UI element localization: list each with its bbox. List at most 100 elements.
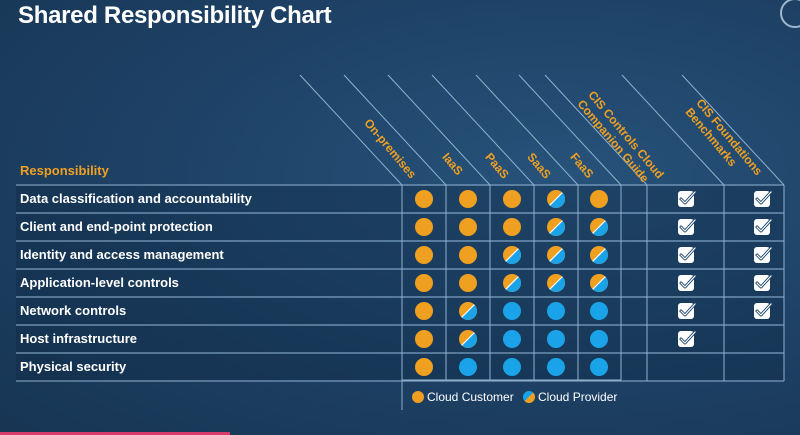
shared-dot-divider [505,248,519,262]
checkbox-icon [754,303,770,319]
checkbox-icon [678,275,694,291]
row-label: Identity and access management [20,247,224,262]
shared-dot-provider-half [505,248,521,264]
row-label: Application-level controls [20,275,179,290]
checkbox-icon [754,275,770,291]
checkmark-highlight [680,303,696,316]
shared-dot-divider [549,220,563,234]
table-row-bg [16,186,784,212]
checkbox-icon [754,191,770,207]
provider-dot [547,302,565,320]
provider-dot [590,330,608,348]
checkmark-highlight [756,247,772,260]
provider-dot [590,358,608,376]
checkmark-highlight [680,247,696,260]
customer-dot-icon [412,391,424,403]
table-row-bg [16,242,784,268]
header-divider-line [518,74,622,186]
provider-dot [503,330,521,348]
shared-dot-divider [461,332,475,346]
legend-customer-label: Cloud Customer [427,390,514,404]
checkbox-icon [754,247,770,263]
table-row-bg [16,298,784,324]
checkmark-highlight [680,275,696,288]
responsibility-header: Responsibility [20,163,109,178]
shared-dot-provider-half [461,304,477,320]
shared-dot-divider [549,248,563,262]
shared-dot-provider-half [549,248,565,264]
table-row-bg [16,354,784,380]
row-label: Physical security [20,359,127,374]
checkbox-icon [678,247,694,263]
row-label: Data classification and accountability [20,191,252,206]
shared-dot-divider [461,304,475,318]
shared-dot-divider [505,276,519,290]
customer-dot [503,190,521,208]
customer-dot [415,302,433,320]
table-row-bg [16,214,784,240]
shared-dot-provider-half [592,276,608,292]
checkbox-icon [678,191,694,207]
customer-dot [415,246,433,264]
row-label: Network controls [20,303,127,318]
shared-dot-provider-half [549,192,565,208]
checkmark-highlight [756,275,772,288]
progress-bar [0,432,230,435]
legend-customer: Cloud Customer [412,388,514,406]
customer-dot [415,274,433,292]
shared-dot-provider-half [505,276,521,292]
page-title: Shared Responsibility Chart [18,2,332,29]
customer-dot [415,218,433,236]
customer-dot [459,274,477,292]
provider-dot [503,302,521,320]
checkbox-icon [678,331,694,347]
provider-dot [547,358,565,376]
header-divider-line [343,74,447,186]
row-label: Host infrastructure [20,331,138,346]
logo-icon [780,0,800,28]
customer-dot [590,190,608,208]
checkbox-icon [678,303,694,319]
header-divider-line [475,74,579,186]
header-divider-line [681,74,785,186]
checkmark-highlight [756,219,772,232]
provider-dot [590,302,608,320]
customer-dot [415,330,433,348]
header-divider-line [431,74,535,186]
provider-dot-icon [523,391,535,403]
header-divider-line [621,74,725,186]
customer-dot [459,190,477,208]
shared-dot-divider [592,276,606,290]
shared-dot-divider [549,276,563,290]
checkmark-highlight [680,331,696,344]
shared-dot-provider-half [592,248,608,264]
table-row-bg [16,270,784,296]
shared-dot-provider-half [549,276,565,292]
checkmark-highlight [680,219,696,232]
header-divider-line [387,74,491,186]
provider-dot [547,330,565,348]
provider-dot [503,358,521,376]
customer-dot [415,358,433,376]
customer-dot [415,190,433,208]
checkbox-icon [678,219,694,235]
checkbox-icon [754,219,770,235]
shared-dot-divider [592,220,606,234]
header-divider-line [299,74,403,186]
checkmark-highlight [680,191,696,204]
shared-dot-provider-half [461,332,477,348]
customer-dot [459,218,477,236]
shared-dot-divider [592,248,606,262]
table-row-bg [16,326,784,352]
checkmark-highlight [756,303,772,316]
header-divider-line [544,74,648,186]
shared-dot-provider-half [592,220,608,237]
legend-provider-label: Cloud Provider [538,390,618,404]
checkmark-highlight [756,191,772,204]
provider-dot [459,358,477,376]
shared-dot-divider [549,192,563,206]
legend-provider: Cloud Provider [523,388,617,406]
row-label: Client and end-point protection [20,219,213,234]
